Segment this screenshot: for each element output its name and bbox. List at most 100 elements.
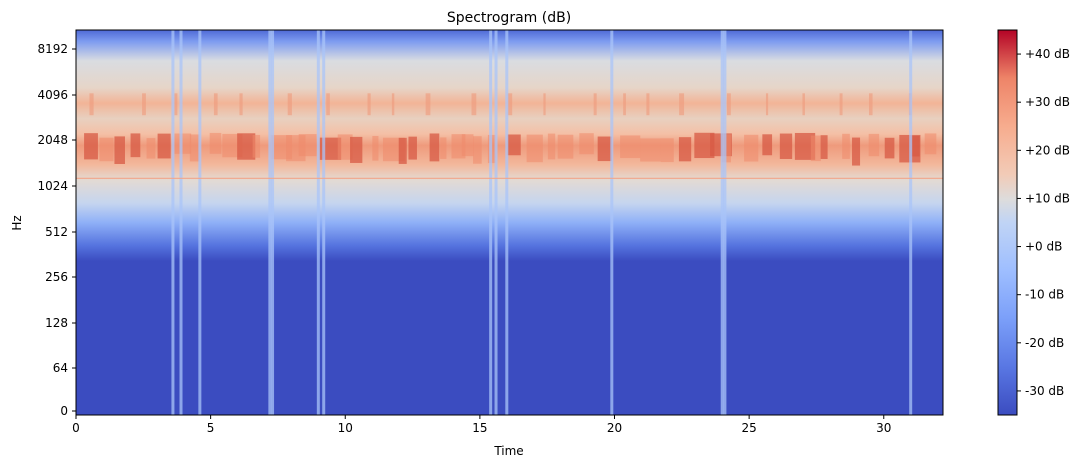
transient-stripe	[505, 30, 509, 415]
energy-patch	[337, 134, 353, 160]
energy-patch	[440, 137, 447, 159]
upper-band-mark	[802, 93, 805, 116]
colorbar-tick-label: +30 dB	[1025, 95, 1070, 109]
y-tick-label: 128	[45, 316, 68, 330]
x-tick-label: 25	[741, 421, 756, 435]
energy-patch	[620, 135, 641, 159]
energy-patch	[209, 132, 222, 154]
upper-band-mark	[839, 93, 843, 116]
transient-stripe	[316, 30, 320, 415]
spectrogram-plot-area	[76, 30, 943, 415]
x-tick-label: 20	[607, 421, 622, 435]
energy-patch	[130, 133, 141, 158]
energy-patch	[597, 136, 612, 162]
upper-band-mark	[174, 93, 178, 116]
transient-stripe	[268, 30, 272, 415]
energy-patch	[640, 138, 661, 162]
energy-patch	[350, 136, 363, 163]
transient-stripe	[171, 30, 175, 415]
transient-stripe	[489, 30, 493, 415]
energy-patch	[461, 134, 474, 157]
colorbar-tick-label: +40 dB	[1025, 47, 1070, 61]
energy-patch	[579, 133, 594, 155]
energy-patch	[507, 134, 521, 156]
energy-patch	[557, 134, 574, 159]
upper-band-mark	[425, 93, 431, 116]
energy-patch	[84, 133, 98, 160]
transient-stripes	[171, 30, 913, 415]
upper-band-mark	[646, 93, 650, 116]
spectrogram-image	[76, 30, 943, 415]
upper-band-mark	[471, 93, 477, 116]
upper-band-mark	[593, 93, 597, 116]
y-axis-ticks: 0 64 128 256 512 1024 2048 4096 8192	[37, 42, 76, 418]
y-tick-label: 1024	[37, 179, 68, 193]
x-tick-label: 5	[207, 421, 215, 435]
energy-patch	[473, 136, 482, 164]
y-tick-label: 4096	[37, 88, 68, 102]
upper-band-mark	[326, 93, 330, 116]
upper-band-mark	[543, 93, 546, 116]
energy-patch	[852, 137, 861, 166]
energy-patch	[779, 133, 793, 159]
y-tick-label: 256	[45, 270, 68, 284]
colorbar-tick-label: -10 dB	[1025, 288, 1064, 302]
energy-patch	[694, 132, 715, 159]
transient-stripe	[179, 30, 183, 415]
upper-band-mark	[507, 93, 513, 116]
energy-patch	[429, 133, 440, 162]
energy-patch	[678, 137, 692, 162]
colorbar-tick-label: +20 dB	[1025, 143, 1070, 157]
colorbar-ticks: -30 dB -20 dB -10 dB +0 dB +10 dB +20 dB +30 d…	[1017, 47, 1070, 398]
upper-band-mark	[726, 93, 731, 116]
plot-frame	[75, 29, 944, 416]
y-tick-label: 8192	[37, 42, 68, 56]
energy-patch	[794, 132, 816, 160]
transient-stripe	[720, 30, 724, 415]
upper-band-mark	[213, 93, 218, 116]
y-tick-label: 64	[53, 361, 68, 375]
energy-patch	[842, 133, 850, 159]
energy-patch	[884, 137, 895, 159]
energy-patch	[820, 135, 828, 159]
y-tick-label: 2048	[37, 133, 68, 147]
energy-patch	[189, 134, 200, 162]
energy-patch	[372, 135, 379, 161]
energy-patch	[911, 135, 920, 157]
upper-band-mark	[868, 93, 873, 116]
energy-patch	[99, 137, 114, 162]
energy-patch	[237, 133, 256, 160]
energy-patch	[942, 134, 943, 158]
upper-band-mark	[765, 93, 769, 116]
chart-title: Spectrogram (dB)	[447, 10, 571, 26]
colorbar-tick-label: +0 dB	[1025, 240, 1062, 254]
y-axis-label: Hz	[10, 215, 24, 230]
x-axis-ticks: 0 5 10 15 20 25 30	[72, 415, 891, 435]
energy-patch	[252, 134, 261, 158]
transient-stripe	[271, 30, 275, 415]
energy-patch	[810, 135, 821, 162]
y-tick-label: 512	[45, 225, 68, 239]
energy-patch	[660, 138, 674, 163]
x-tick-label: 0	[72, 421, 80, 435]
energy-patch	[174, 133, 192, 154]
energy-patch	[868, 133, 880, 157]
transient-stripe	[198, 30, 202, 415]
energy-patch	[924, 133, 937, 155]
energy-patch	[762, 134, 773, 156]
y-tick-label: 0	[60, 404, 68, 418]
colorbar: -30 dB -20 dB -10 dB +0 dB +10 dB +20 dB +30 d…	[997, 29, 1070, 416]
transient-stripe	[909, 30, 913, 415]
energy-patch	[157, 133, 171, 159]
colorbar-tick-label: -20 dB	[1025, 336, 1064, 350]
energy-patch	[398, 137, 407, 164]
upper-band-mark	[391, 93, 395, 116]
x-axis-label: Time	[493, 444, 523, 458]
colorbar-gradient	[997, 29, 1018, 416]
colorbar-tick-label: +10 dB	[1025, 191, 1070, 205]
energy-patch	[298, 134, 317, 157]
upper-band-mark	[142, 93, 146, 116]
transient-stripe	[494, 30, 498, 415]
colorbar-tick-label: -30 dB	[1025, 384, 1064, 398]
